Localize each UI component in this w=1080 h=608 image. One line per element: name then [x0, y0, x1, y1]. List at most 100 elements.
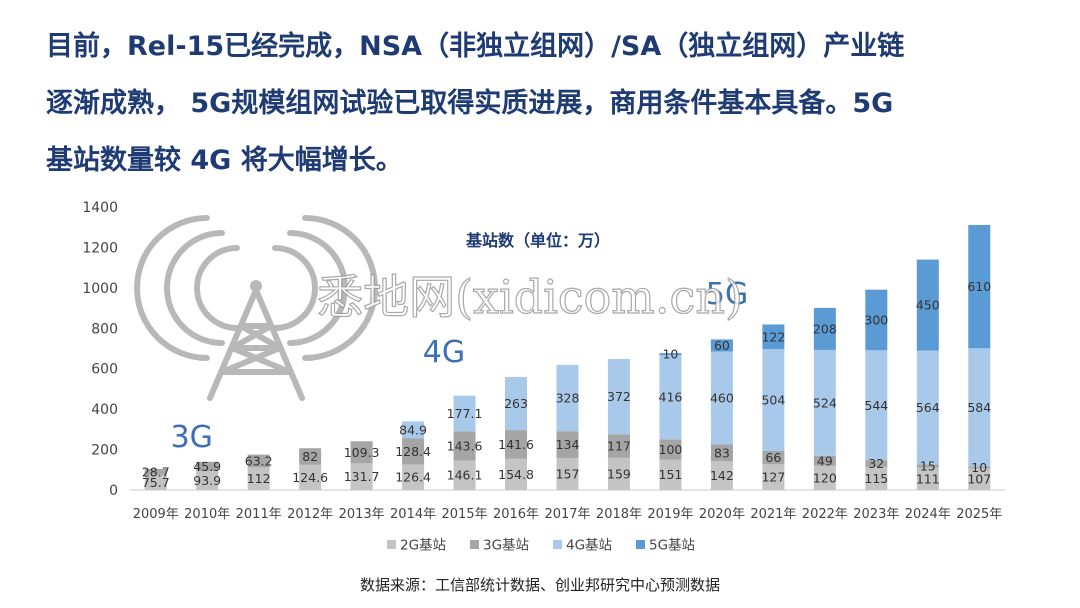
bar-segment	[659, 439, 682, 460]
data-label: 124.6	[292, 470, 328, 485]
bar-segment	[144, 474, 167, 490]
bar-segment	[762, 450, 785, 465]
bar-segment	[453, 431, 476, 461]
data-label: 28.7	[142, 464, 170, 479]
bar-segment	[402, 438, 425, 465]
x-tick-label: 2025年	[956, 507, 1002, 522]
bar-segment	[505, 458, 528, 490]
bar-segment	[453, 460, 476, 490]
generation-annotation: 5G	[706, 277, 748, 312]
bar-segment	[968, 348, 991, 467]
data-label: 127	[761, 470, 785, 485]
data-label: 112	[247, 471, 271, 486]
data-label: 82	[302, 449, 318, 464]
y-tick-label: 1400	[82, 200, 118, 216]
generation-annotation: 3G	[171, 420, 213, 455]
bar-segment	[402, 421, 425, 439]
bar-segment	[299, 448, 322, 465]
bar-segment	[813, 349, 836, 456]
data-label: 66	[765, 450, 781, 465]
data-label: 134	[556, 437, 580, 452]
bar-segment	[762, 464, 785, 490]
watermark: 悉地网(xidicom.cn)	[317, 270, 743, 324]
headline: 目前，Rel-15已经完成，NSA（非独立组网）/SA（独立组网）产业链 逐渐成…	[46, 18, 1056, 189]
bar-segment	[916, 350, 939, 465]
bar-segment	[659, 459, 682, 490]
bar-segment	[865, 466, 888, 490]
data-label: 159	[607, 466, 631, 481]
bar-segment	[916, 464, 939, 468]
bar-segment	[762, 324, 785, 350]
data-label: 131.7	[344, 469, 380, 484]
data-label: 32	[868, 456, 884, 471]
data-label: 544	[864, 398, 888, 413]
legend-swatch	[387, 540, 396, 549]
bar-segment	[813, 307, 836, 350]
bar-segment	[556, 364, 579, 432]
legend-label: 2G基站	[400, 537, 446, 554]
bar-segment	[659, 353, 682, 356]
data-label: 128.4	[395, 444, 431, 459]
x-tick-label: 2021年	[750, 507, 796, 522]
data-label: 208	[813, 321, 837, 336]
data-label: 460	[710, 391, 734, 406]
x-tick-label: 2011年	[236, 507, 282, 522]
data-label: 100	[659, 442, 683, 457]
y-tick-label: 800	[91, 321, 118, 337]
legend-swatch	[470, 540, 479, 549]
data-label: 83	[714, 445, 730, 460]
x-tick-label: 2012年	[287, 507, 333, 522]
bar-segment	[247, 454, 270, 468]
data-label: 143.6	[447, 438, 483, 453]
data-label: 10	[971, 460, 987, 475]
generation-annotation: 4G	[423, 335, 465, 370]
data-label: 524	[813, 395, 837, 410]
legend-label: 4G基站	[566, 537, 612, 554]
data-label: 109.3	[344, 445, 380, 460]
bar-segment	[505, 376, 528, 431]
data-label: 120	[813, 470, 837, 485]
bar-segment	[968, 466, 991, 469]
bar-segment	[505, 430, 528, 459]
data-label: 45.9	[193, 459, 221, 474]
data-label: 93.9	[193, 473, 221, 488]
data-label: 300	[864, 312, 888, 327]
bar-segment	[813, 455, 836, 466]
data-label: 263	[504, 396, 528, 411]
data-label: 450	[916, 298, 940, 313]
data-label: 84.9	[399, 422, 427, 437]
data-label: 75.7	[142, 475, 170, 490]
data-label: 157	[556, 467, 580, 482]
data-label: 146.1	[447, 468, 483, 483]
bar-segment	[607, 457, 630, 490]
data-label: 328	[556, 391, 580, 406]
bar-segment	[916, 467, 939, 490]
bar-segment	[865, 289, 888, 351]
legend-swatch	[636, 540, 645, 549]
bar-segment	[196, 461, 219, 472]
data-label: 49	[817, 453, 833, 468]
bar-segment	[299, 464, 322, 490]
data-label: 15	[920, 459, 936, 474]
data-label: 177.1	[447, 406, 483, 421]
x-tick-label: 2023年	[853, 507, 899, 522]
data-label: 564	[916, 400, 940, 415]
bar-segment	[710, 461, 733, 490]
data-label: 107	[967, 472, 991, 487]
data-label: 60	[714, 338, 730, 353]
x-tick-label: 2015年	[442, 507, 488, 522]
headline-line-2: 逐渐成熟， 5G规模组网试验已取得实质进展，商用条件基本具备。5G	[46, 88, 894, 119]
x-tick-label: 2009年	[133, 507, 179, 522]
bar-segment	[350, 441, 373, 464]
legend-label: 5G基站	[649, 537, 695, 554]
x-tick-label: 2018年	[596, 507, 642, 522]
data-label: 372	[607, 389, 631, 404]
x-tick-label: 2024年	[905, 507, 951, 522]
data-label: 504	[761, 393, 785, 408]
legend-swatch	[553, 540, 562, 549]
bar-segment	[196, 471, 219, 490]
bar-segment	[710, 444, 733, 462]
y-tick-label: 200	[91, 443, 118, 459]
data-label: 111	[916, 471, 940, 486]
y-tick-label: 400	[91, 402, 118, 418]
